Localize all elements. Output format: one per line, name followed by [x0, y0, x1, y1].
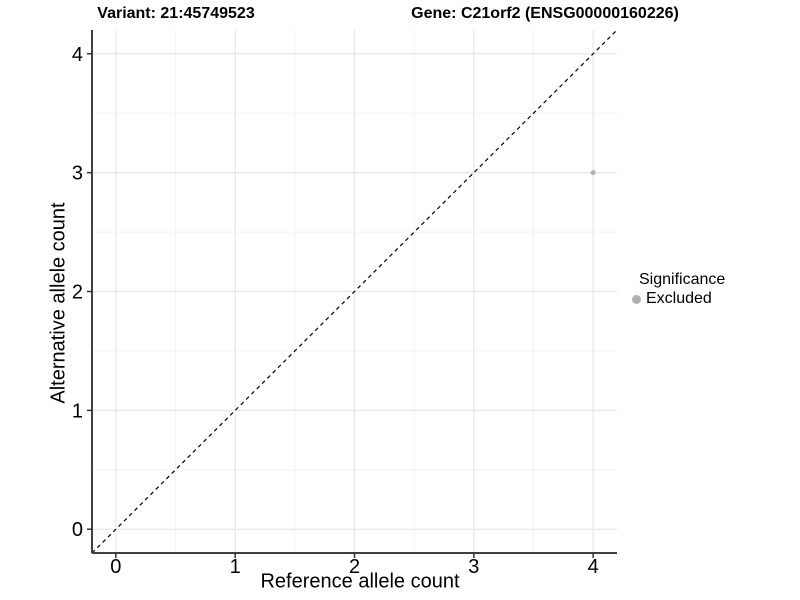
- legend-title: Significance: [639, 271, 726, 288]
- x-tick-label: 1: [230, 556, 241, 578]
- legend-item-excluded: Excluded: [632, 290, 725, 308]
- x-tick-label: 2: [349, 556, 360, 578]
- y-tick-label: 2: [72, 282, 83, 304]
- x-axis-title: Reference allele count: [260, 570, 460, 593]
- x-tick-label: 4: [588, 556, 599, 578]
- legend-key-dot-icon: [632, 294, 641, 304]
- y-tick-label: 0: [72, 519, 83, 541]
- variant-title: Variant: 21:45749523: [97, 5, 255, 22]
- y-tick-label: 4: [72, 44, 83, 66]
- identity-line: [91, 29, 618, 554]
- gene-title: Gene: C21orf2 (ENSG00000160226): [411, 5, 679, 22]
- y-tick-label: 3: [72, 163, 83, 185]
- legend: Significance Excluded: [632, 271, 725, 308]
- data-point: [590, 170, 596, 176]
- y-axis-title: Alternative allele count: [47, 202, 70, 404]
- legend-item-label: Excluded: [646, 290, 712, 307]
- y-tick-label: 1: [72, 400, 83, 422]
- x-tick-label: 0: [110, 556, 121, 578]
- x-tick-label: 3: [468, 556, 479, 578]
